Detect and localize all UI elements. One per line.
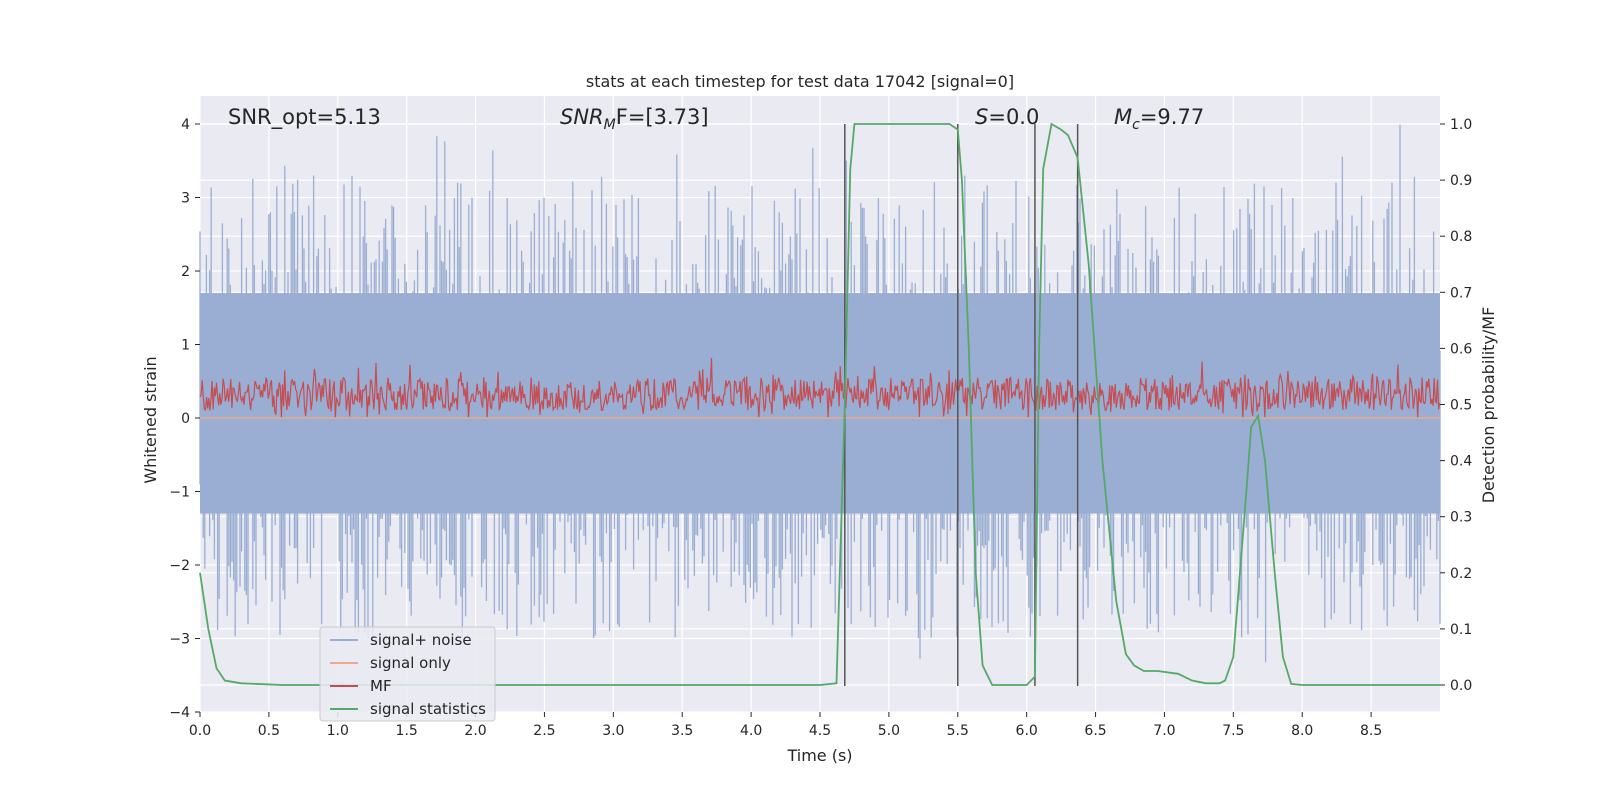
x-tick-label: 8.0: [1291, 723, 1313, 739]
x-tick-label: 0.5: [258, 723, 280, 739]
y-right-tick-label: 0.3: [1450, 510, 1472, 526]
x-tick-label: 0.0: [189, 723, 211, 739]
s-annotation: S=0.0: [975, 105, 1039, 129]
x-tick-label: 4.0: [740, 723, 762, 739]
x-axis-label: Time (s): [786, 746, 852, 765]
y-tick-label: −2: [169, 558, 190, 574]
y-tick-label: 3: [181, 191, 190, 207]
y-right-tick-label: 0.0: [1450, 678, 1472, 694]
legend-label-mf: MF: [370, 677, 392, 695]
x-tick-label: 1.0: [327, 723, 349, 739]
x-tick-label: 8.5: [1360, 723, 1382, 739]
y-axis-ticks: 4 3 2 1 0 −1 −2 −3 −4: [169, 117, 200, 721]
y-tick-label: 4: [181, 117, 190, 133]
snr-opt-annotation: SNR_opt=5.13: [228, 105, 381, 130]
x-tick-label: 1.5: [396, 723, 418, 739]
legend: signal+ noise signal only MF signal stat…: [319, 626, 496, 722]
x-tick-label: 3.5: [671, 723, 693, 739]
mf-series: [199, 357, 1441, 419]
x-tick-label: 7.0: [1153, 723, 1175, 739]
y-axis-label: Whitened strain: [141, 356, 160, 483]
mc-value: =9.77: [1140, 105, 1204, 129]
x-tick-label: 5.0: [878, 723, 900, 739]
y-tick-label: 0: [181, 411, 190, 427]
legend-label-signal-noise: signal+ noise: [370, 631, 472, 649]
snr-mf-rest: F=[3.73]: [616, 105, 709, 129]
y-right-axis-ticks: 1.0 0.9 0.8 0.7 0.6 0.5 0.4 0.3 0.2 0.1 0.0: [1440, 117, 1472, 694]
x-tick-label: 6.5: [1084, 723, 1106, 739]
y-right-tick-label: 0.1: [1450, 622, 1472, 638]
signal-noise-series: [199, 124, 1441, 663]
x-tick-label: 4.5: [809, 723, 831, 739]
legend-label-signal-only: signal only: [370, 654, 451, 672]
y-right-tick-label: 1.0: [1450, 117, 1472, 133]
y-right-tick-label: 0.2: [1450, 566, 1472, 582]
x-tick-label: 5.5: [947, 723, 969, 739]
y-tick-label: −3: [169, 632, 190, 648]
x-tick-label: 2.5: [533, 723, 555, 739]
s-label: S: [975, 105, 988, 129]
y-right-tick-label: 0.8: [1450, 229, 1472, 245]
x-tick-label: 6.0: [1016, 723, 1038, 739]
legend-label-signal-statistics: signal statistics: [370, 700, 486, 718]
x-tick-label: 7.5: [1222, 723, 1244, 739]
y-right-tick-label: 0.5: [1450, 398, 1472, 414]
mf-trace: [199, 357, 1441, 419]
snr-mf-main: SNR: [560, 105, 604, 129]
y-right-tick-label: 0.6: [1450, 341, 1472, 357]
y-tick-label: 2: [181, 264, 190, 280]
snr-mf-annotation: SNRMF=[3.73]: [560, 105, 709, 133]
mc-sub: c: [1132, 117, 1140, 133]
y-tick-label: −4: [169, 705, 190, 721]
snr-mf-sub: M: [604, 117, 616, 133]
x-tick-label: 2.0: [464, 723, 486, 739]
y-tick-label: 1: [181, 338, 190, 354]
signal-statistics-series: [199, 122, 1440, 686]
x-tick-label: 3.0: [602, 723, 624, 739]
chart-title: stats at each timestep for test data 170…: [586, 72, 1014, 91]
y-right-axis-label: Detection probability/MF: [1479, 307, 1498, 504]
y-right-tick-label: 0.7: [1450, 285, 1472, 301]
y-right-tick-label: 0.9: [1450, 173, 1472, 189]
y-tick-label: −1: [169, 485, 190, 501]
mc-annotation: Mc=9.77: [1114, 105, 1204, 133]
mc-main: M: [1114, 105, 1132, 129]
s-value: =0.0: [988, 105, 1039, 129]
x-axis-ticks: 0.0 0.5 1.0 1.5 2.0 2.5 3.0 3.5 4.0 4.5 5.0 5.5 6.0 6…: [189, 712, 1382, 739]
y-right-tick-label: 0.4: [1450, 454, 1472, 470]
